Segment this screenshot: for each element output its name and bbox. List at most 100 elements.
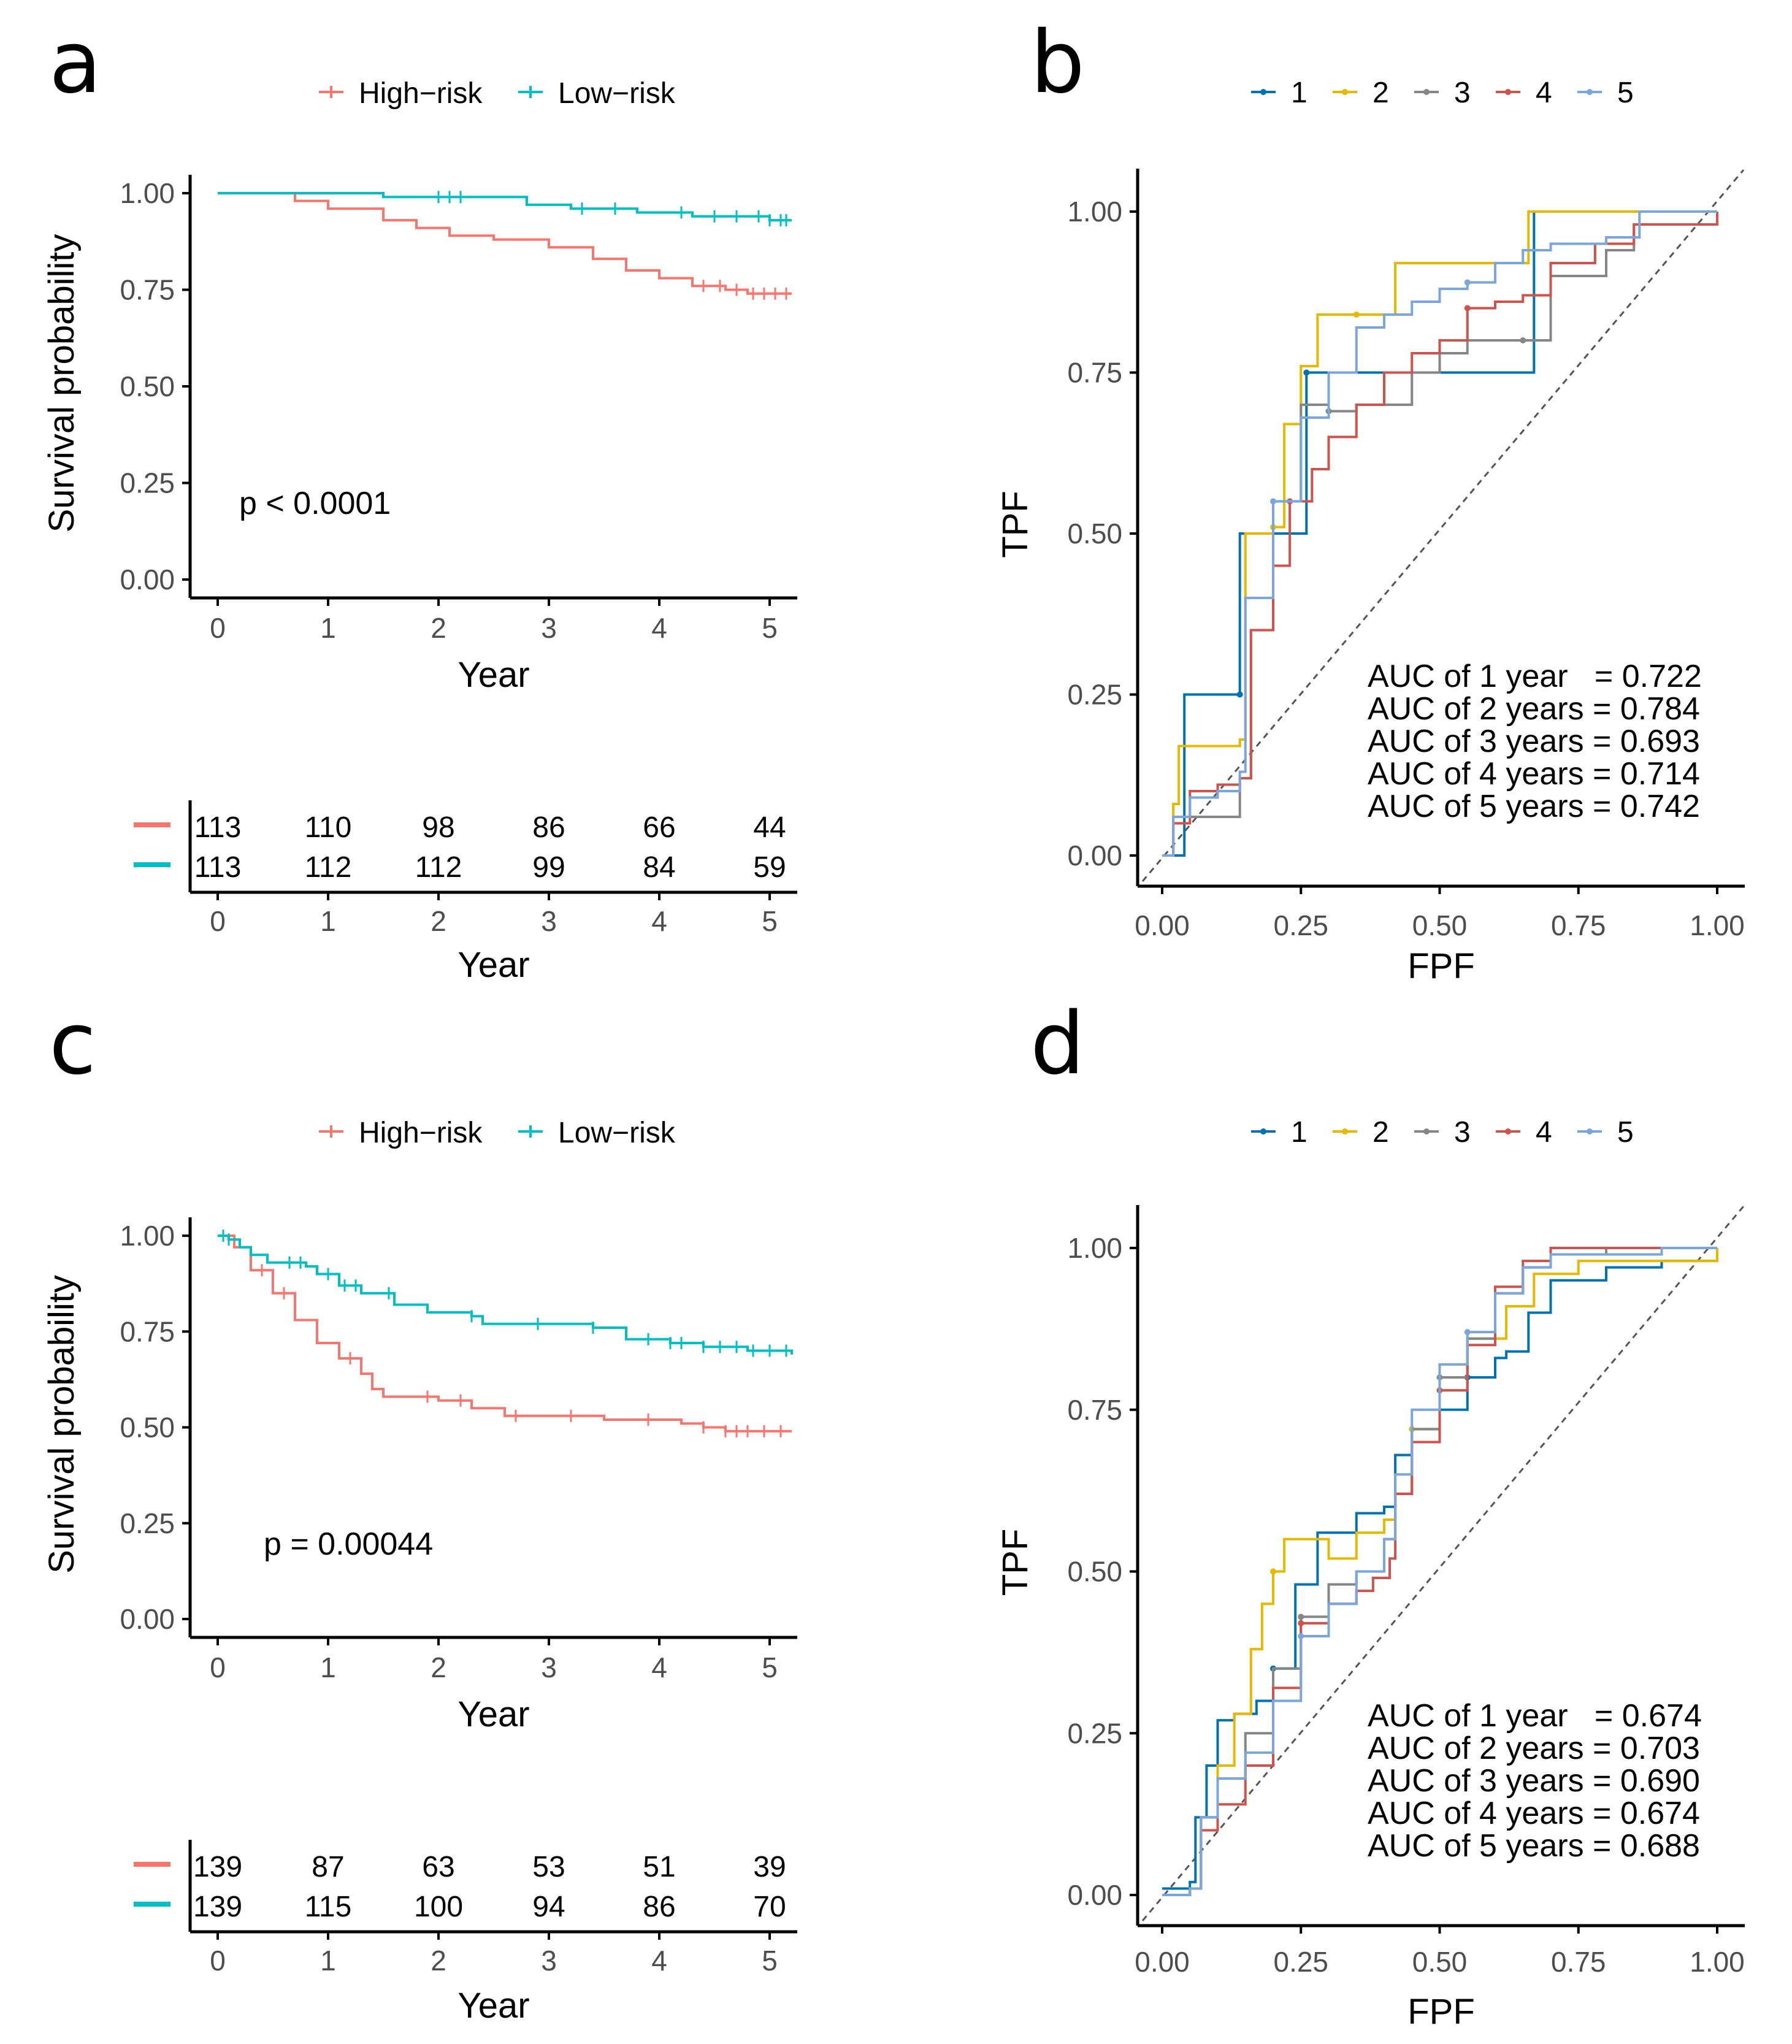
risk-row-low-risk: 139 115 100 94 86 70 [193,1891,786,1923]
risk-number: 53 [532,1851,565,1883]
x-tick-label: 0.50 [1412,1946,1468,1978]
x-tick-label: 5 [762,1945,778,1977]
x-tick-label: 3 [541,612,557,644]
risk-number: 98 [422,811,454,844]
legend-label-4: 4 [1536,77,1552,109]
y-tick-label: 0.00 [1067,840,1122,871]
panel-d: d 1 2 3 4 5 0.00 0.25 0.50 0.75 1.00 0.00 0.25 0.50… [995,994,1745,2032]
plot-area-b: 0.00 0.25 0.50 0.75 1.00 0.00 0.25 0.50 0.75 1.00… [995,169,1745,986]
auc-annotation: AUC of 3 years = 0.690 [1368,1763,1700,1799]
x-tick-label: 0 [210,905,226,937]
legend-marker-3 [1423,89,1430,95]
legend-label-high-risk: High−risk [359,1117,483,1149]
series-line-5 [1162,1247,1717,1896]
roc-point [1298,1633,1304,1639]
risk-number: 115 [305,1891,352,1923]
y-tick-label: 0.75 [120,274,175,306]
legend-a: High−risk Low−risk [319,77,676,110]
y-axis-title: Survival probability [42,1275,82,1574]
legend-marker-1 [1260,1128,1266,1135]
auc-annotation: AUC of 5 years = 0.688 [1368,1828,1700,1864]
roc-point [1298,1620,1304,1626]
risk-number: 139 [193,1851,242,1883]
risk-table-x-ticks [216,1932,771,1940]
auc-annotation: AUC of 1 year = 0.674 [1368,1698,1702,1734]
x-tick-label: 2 [431,905,446,937]
risk-number: 112 [305,851,352,884]
x-tick-label: 5 [762,612,778,644]
legend-marker-2 [1342,1128,1348,1135]
risk-number: 139 [193,1891,242,1923]
legend-label-2: 2 [1373,77,1389,109]
x-tick-label: 1 [320,612,336,644]
risk-number: 59 [753,851,786,884]
risk-number: 86 [532,811,565,844]
series-line-1 [1162,1248,1718,1890]
risk-table-c: 139 87 63 53 51 39 139 115 100 94 86 70 … [134,1840,797,2026]
legend-label-high-risk: High−risk [359,77,483,110]
roc-point [1520,337,1526,343]
roc-point [1270,498,1276,505]
risk-table-x-tick-labels: 0 1 2 3 4 5 [210,905,778,937]
series-line-low-risk [218,1234,793,1355]
legend-label-low-risk: Low−risk [558,77,676,110]
plot-area-c: 0.00 0.25 0.50 0.75 1.00 0 1 2 3 4 5 Year Survival p… [42,1217,797,1734]
plot-area-d: 0.00 0.25 0.50 0.75 1.00 0.00 0.25 0.50 0.75 1.00… [995,1205,1745,2032]
legend-c: High−risk Low−risk [319,1117,676,1149]
panel-letter-d: d [1030,994,1085,1094]
x-tick-label: 1.00 [1690,909,1745,941]
risk-number: 113 [194,851,242,884]
x-tick-label: 0.75 [1551,1946,1606,1978]
x-tick-label: 4 [651,1652,667,1683]
auc-annotation: AUC of 4 years = 0.714 [1368,756,1700,792]
roc-point [1464,1329,1471,1336]
x-axis-title: Year [458,655,529,695]
risk-number: 66 [643,811,675,844]
risk-table-a: 113 110 98 86 66 44 113 112 112 99 84 59… [134,800,797,985]
legend-label-1: 1 [1291,1116,1308,1149]
risk-number: 99 [532,851,565,884]
legend-marker-2 [1342,89,1348,95]
series-line-2 [1162,1248,1718,1896]
legend-label-5: 5 [1617,1116,1634,1149]
risk-row-high-risk: 113 110 98 86 66 44 [194,811,786,844]
reference-diagonal [1141,1206,1745,1921]
legend-marker-4 [1505,1128,1511,1135]
x-tick-label: 1.00 [1690,1946,1745,1978]
risk-number: 44 [753,811,786,844]
legend-label-low-risk: Low−risk [558,1117,676,1149]
panel-c: c High−risk Low−risk 0.00 0.25 0.50 0.75 1.0… [42,994,797,2026]
panel-letter-a: a [49,13,102,113]
y-tick-label: 1.00 [120,1220,175,1252]
series-line-4 [1162,212,1718,857]
series-line-2 [1162,210,1717,857]
auc-annotation: AUC of 2 years = 0.703 [1368,1731,1700,1766]
x-axis-title: FPF [1407,1992,1475,2032]
legend-label-1: 1 [1291,77,1308,109]
auc-annotation: AUC of 1 year = 0.722 [1368,659,1702,694]
roc-point [1353,312,1360,318]
roc-point [1236,691,1243,698]
legend-label-5: 5 [1617,77,1634,109]
legend-label-3: 3 [1454,1116,1471,1149]
risk-number: 112 [415,851,462,884]
risk-number: 39 [753,1851,786,1883]
y-tick-label: 1.00 [1067,1232,1122,1264]
y-tick-label: 1.00 [120,177,175,209]
y-tick-label: 0.75 [1067,1394,1122,1426]
y-tick-label: 0.75 [1067,357,1122,389]
series-line-high-risk [218,192,792,295]
y-axis-title: TPF [995,1529,1035,1596]
risk-row-low-risk: 113 112 112 99 84 59 [194,851,786,884]
auc-annotation: AUC of 5 years = 0.742 [1368,789,1700,824]
x-tick-label: 4 [651,905,667,937]
risk-number: 110 [305,811,352,844]
risk-table-x-ticks [216,892,771,900]
legend-b: 1 2 3 4 5 [1251,77,1634,109]
y-tick-label: 0.00 [120,1603,175,1635]
x-tick-label: 0 [210,1652,226,1683]
auc-annotation: AUC of 3 years = 0.693 [1368,724,1700,759]
y-tick-label: 0.25 [120,1507,175,1539]
p-value-a: p < 0.0001 [239,486,391,521]
